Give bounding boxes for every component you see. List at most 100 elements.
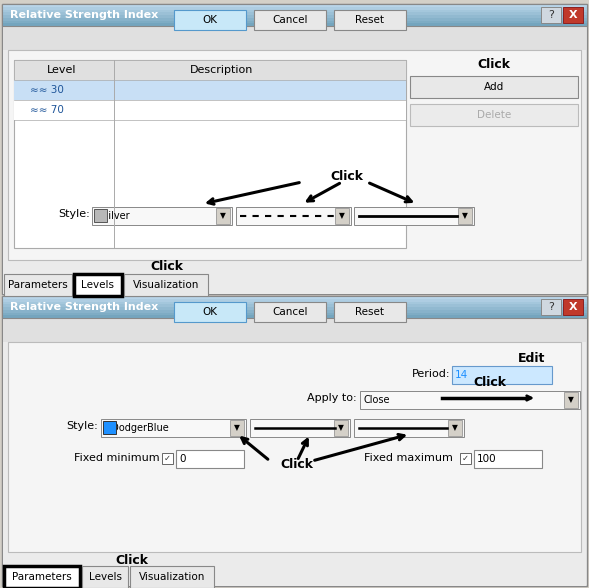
Text: Silver: Silver [96,211,130,221]
Bar [103,421,116,434]
Bar [14,100,406,120]
Text: ▼: ▼ [568,396,574,405]
Text: ✓: ✓ [462,454,469,463]
Text: 100: 100 [477,454,497,464]
Text: ≈≈ 30: ≈≈ 30 [30,85,64,95]
Text: Edit: Edit [518,352,545,365]
Bar [2,307,587,310]
Bar [8,50,581,260]
Text: ▼: ▼ [452,423,458,433]
Bar [2,302,587,305]
Bar [3,318,586,342]
Text: Reset: Reset [356,15,385,25]
Bar [474,450,542,468]
Bar [3,26,586,50]
Text: Visualization: Visualization [133,280,199,290]
Text: Parameters: Parameters [8,280,68,290]
Text: DodgerBlue: DodgerBlue [105,423,169,433]
Bar [2,4,587,294]
Text: OK: OK [203,307,217,317]
Bar [254,10,326,30]
Text: Relative Strength Index: Relative Strength Index [10,302,158,312]
Text: Click: Click [330,171,363,183]
Text: Reset: Reset [356,307,385,317]
Bar [448,420,462,436]
Text: Cancel: Cancel [272,307,307,317]
Bar [4,274,72,296]
Bar [2,296,587,586]
Bar [563,7,583,23]
Text: Description: Description [190,65,254,75]
Bar [3,26,586,294]
Bar [2,15,587,18]
Bar [2,296,587,299]
Bar [2,296,587,318]
Text: Click: Click [151,259,184,272]
Bar [101,419,246,437]
Text: X: X [569,302,577,312]
Bar [2,21,587,24]
Bar [2,304,587,308]
Text: Visualization: Visualization [139,572,205,582]
Bar [82,566,128,588]
Bar [236,207,351,225]
Text: Style:: Style: [66,421,98,431]
Bar [335,208,349,224]
Bar [410,104,578,126]
Bar [452,366,552,384]
Bar [8,342,581,552]
Text: Fixed minimum: Fixed minimum [74,453,160,463]
Text: Cancel: Cancel [272,15,307,25]
Bar [563,299,583,315]
Bar [2,4,587,7]
Bar [174,302,246,322]
Bar [334,420,348,436]
Bar [360,391,580,409]
Bar [2,9,587,13]
Text: Fixed maximum: Fixed maximum [364,453,453,463]
Bar [2,299,587,302]
Text: ▼: ▼ [462,212,468,220]
Bar [4,566,80,588]
Bar [2,24,587,26]
Text: ▼: ▼ [338,423,344,433]
Bar [2,310,587,313]
Bar [176,450,244,468]
Text: Apply to:: Apply to: [307,393,357,403]
Bar [250,419,350,437]
Bar [162,453,173,464]
Bar [541,299,561,315]
Text: Delete: Delete [477,110,511,120]
Bar [130,566,214,588]
Bar [254,302,326,322]
Bar [2,12,587,15]
Text: ?: ? [548,302,554,312]
Text: 0: 0 [179,454,186,464]
Text: Close: Close [364,395,391,405]
Bar [354,419,464,437]
Text: X: X [569,10,577,20]
Bar [216,208,230,224]
Text: Parameters: Parameters [12,572,72,582]
Text: OK: OK [203,15,217,25]
Text: Style:: Style: [58,209,90,219]
Bar [2,312,587,316]
Bar [2,4,587,26]
Bar [14,80,406,100]
Text: Click: Click [478,58,511,71]
Bar [2,6,587,10]
Bar [2,315,587,319]
Text: Levels: Levels [88,572,121,582]
Bar [460,453,471,464]
Text: Add: Add [484,82,504,92]
Text: Relative Strength Index: Relative Strength Index [10,10,158,20]
Bar [230,420,244,436]
Text: Levels: Levels [81,280,114,290]
Bar [410,76,578,98]
Text: Click: Click [474,376,507,389]
Text: ≈≈ 70: ≈≈ 70 [30,105,64,115]
Text: ✓: ✓ [164,454,171,463]
Bar [74,274,122,296]
Text: ▼: ▼ [220,212,226,220]
Bar [2,18,587,21]
